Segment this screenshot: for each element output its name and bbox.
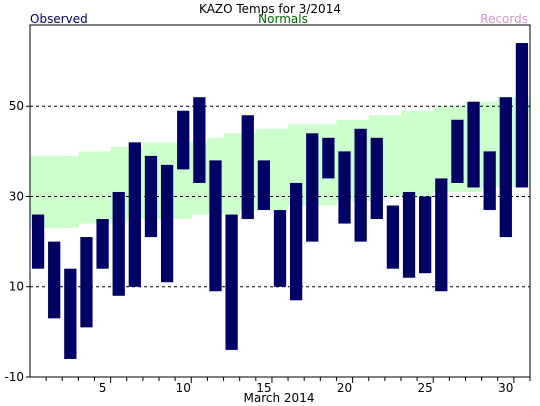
observed-bar-day-17 <box>290 182 303 301</box>
normals-range-day-16 <box>271 128 289 211</box>
observed-bar-day-5 <box>96 219 109 269</box>
observed-bar-day-24 <box>402 191 416 278</box>
x-tick-label-10: 10 <box>176 381 191 395</box>
observed-bar-day-13 <box>225 214 238 350</box>
observed-bar-day-20 <box>338 151 351 224</box>
observed-bar-day-3 <box>64 268 77 359</box>
observed-bar-day-8 <box>144 155 158 238</box>
observed-bar-day-22 <box>370 137 383 220</box>
plot-frame <box>29 24 531 378</box>
normals-range-day-4 <box>78 151 95 224</box>
observed-bar-day-30 <box>499 97 512 238</box>
normals-range-day-25 <box>417 110 434 197</box>
observed-bar-day-15 <box>257 160 270 211</box>
x-tick-label-5: 5 <box>99 381 107 395</box>
observed-bar-day-6 <box>112 191 125 296</box>
observed-bar-day-27 <box>451 119 464 183</box>
legend-normals: Normals <box>258 12 308 26</box>
legend-observed: Observed <box>30 12 88 26</box>
observed-bar-day-2 <box>48 241 61 319</box>
observed-bar-day-14 <box>241 115 254 220</box>
observed-bar-day-23 <box>386 205 400 269</box>
normals-range-day-24 <box>400 110 418 197</box>
normals-range-day-5 <box>94 151 112 224</box>
y-axis-ticks: -10 10 30 50 <box>4 99 30 384</box>
y-tick-label-10: 10 <box>9 280 24 294</box>
y-tick-label-50: 50 <box>9 99 24 113</box>
observed-bar-day-12 <box>209 160 222 292</box>
observed-bar-day-26 <box>435 178 448 292</box>
chart-title: KAZO Temps for 3/2014 <box>199 2 341 16</box>
observed-bar-day-31 <box>515 43 529 188</box>
observed-bar-day-10 <box>177 110 190 170</box>
x-axis-label: March 2014 <box>244 391 315 405</box>
normals-range-day-3 <box>62 155 79 229</box>
x-tick-label-20: 20 <box>337 381 352 395</box>
x-tick-label-25: 25 <box>418 381 433 395</box>
observed-bar-day-18 <box>306 133 319 242</box>
observed-bar-day-19 <box>322 137 335 179</box>
normals-range-day-23 <box>384 115 402 197</box>
x-tick-label-15: 15 <box>256 381 271 395</box>
normals-range-day-13 <box>223 133 241 215</box>
observed-bar-day-7 <box>128 142 141 287</box>
observed-bar-day-25 <box>419 196 432 274</box>
observed-bar-day-28 <box>467 101 480 188</box>
observed-bar-day-1 <box>31 214 45 269</box>
normals-range-day-2 <box>46 155 63 229</box>
legend-records: Records <box>480 12 528 26</box>
observed-bars <box>31 43 529 359</box>
observed-bar-day-9 <box>160 164 174 283</box>
observed-bar-day-4 <box>80 237 93 328</box>
observed-bar-day-16 <box>273 210 287 287</box>
observed-bar-day-21 <box>354 128 367 242</box>
x-axis-ticks: 5 10 15 20 25 30 <box>45 377 531 395</box>
normals-range-day-26 <box>433 106 450 192</box>
observed-bar-day-11 <box>193 97 206 183</box>
normals-range-day-1 <box>30 155 47 229</box>
y-tick-label--10: -10 <box>4 370 24 384</box>
y-tick-label-30: 30 <box>9 189 24 203</box>
observed-bar-day-29 <box>483 151 496 211</box>
x-tick-label-30: 30 <box>498 381 513 395</box>
